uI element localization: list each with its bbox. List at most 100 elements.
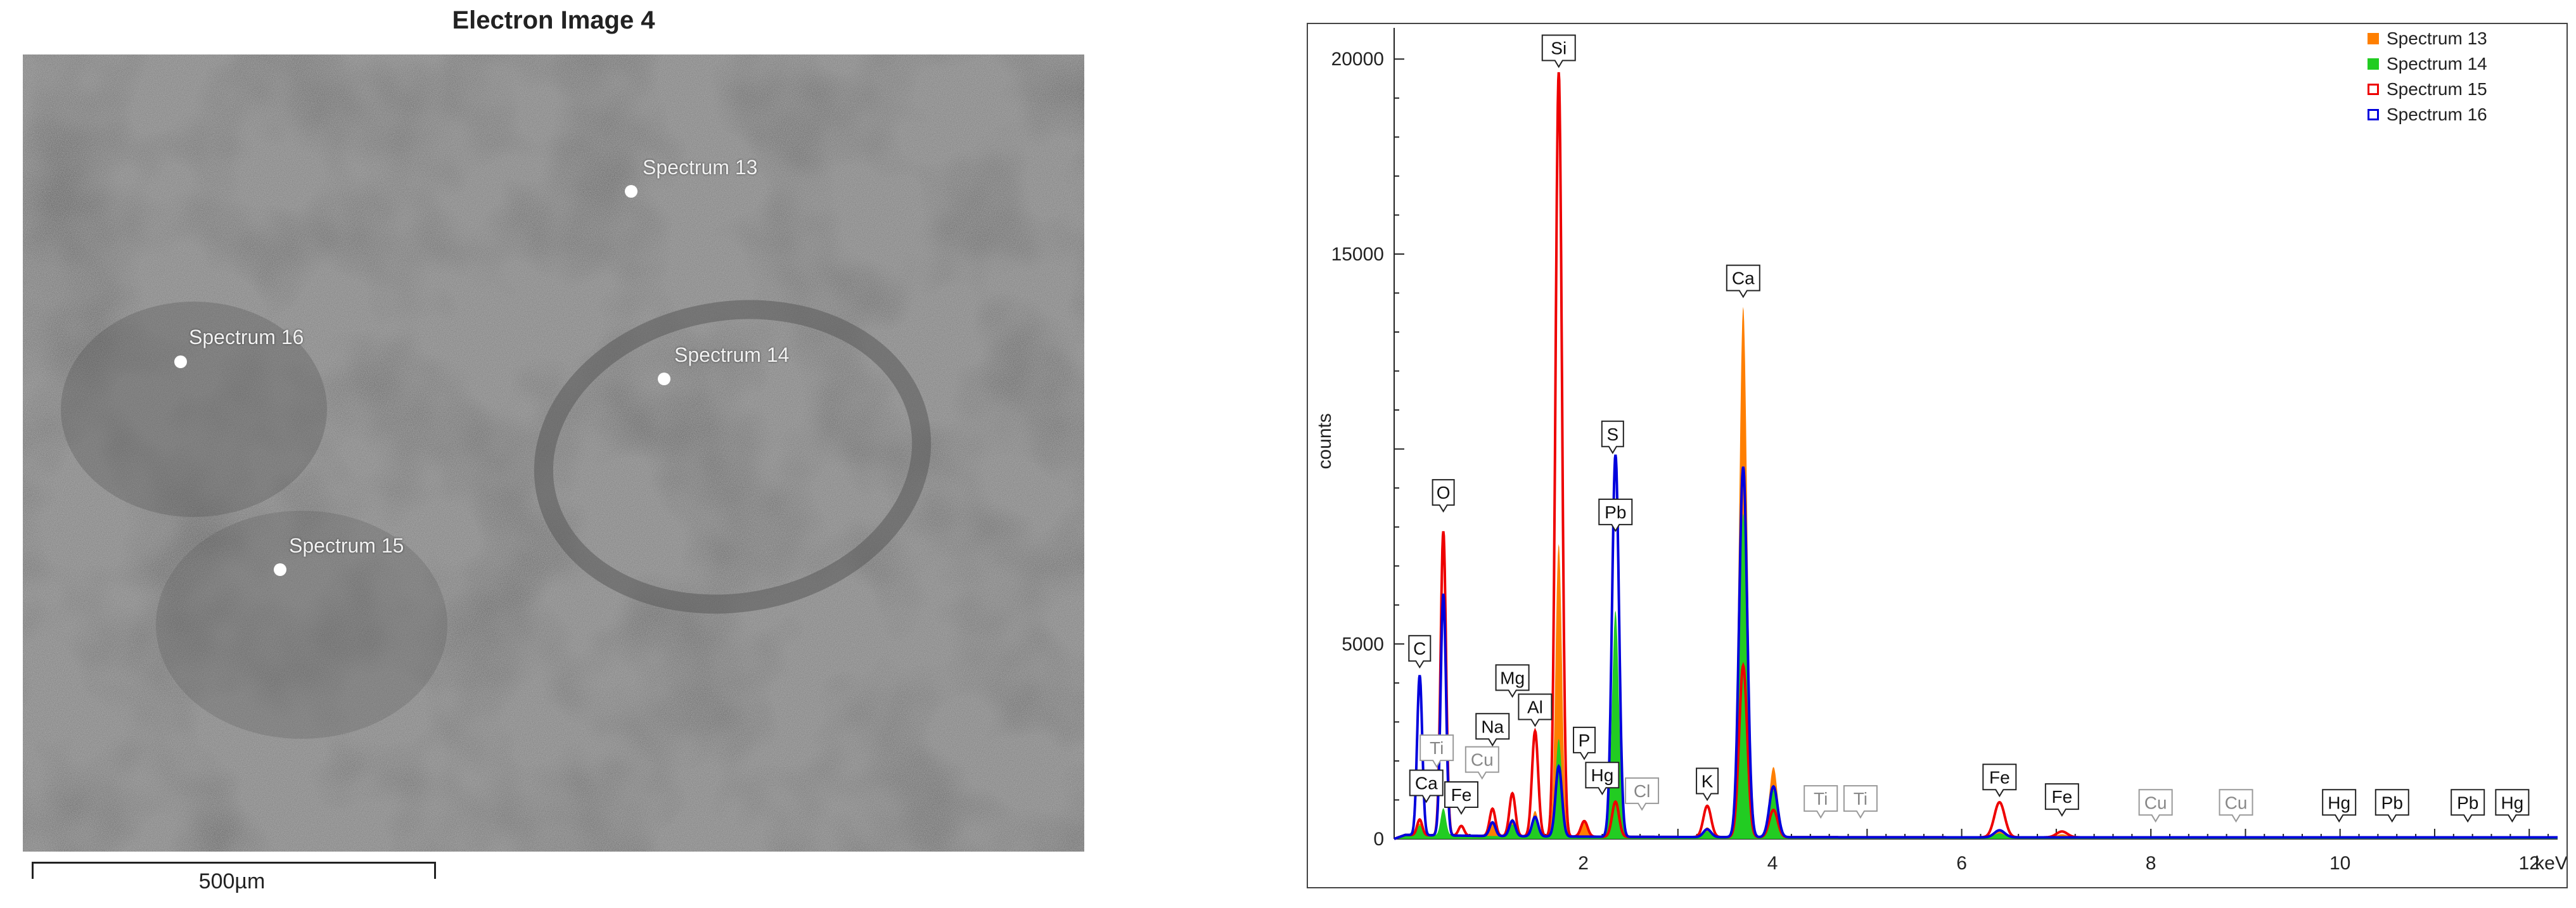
- peak-label-fe: Fe: [2044, 783, 2079, 817]
- peak-label-box: [1982, 764, 2017, 798]
- peak-label-text: Fe: [1451, 785, 1472, 805]
- peak-label-si: Si: [1541, 34, 1576, 68]
- peak-label-s: S: [1601, 420, 1624, 454]
- peak-label-hg: Hg: [1585, 762, 1620, 796]
- peak-label-text: Ti: [1430, 738, 1444, 758]
- peak-label-box: [1573, 726, 1596, 760]
- x-tick-label: 4: [1767, 853, 1778, 874]
- spectrum-spot-marker[interactable]: [274, 563, 286, 576]
- x-tick-label: 2: [1578, 853, 1589, 874]
- peak-label-k: K: [1696, 767, 1719, 802]
- legend-entry: Spectrum 15: [2368, 79, 2487, 99]
- spectrum-spot-label: Spectrum 13: [643, 156, 758, 179]
- peak-label-text: Hg: [2501, 793, 2523, 812]
- spectrum-spot-label: Spectrum 16: [189, 326, 304, 348]
- peak-label-al: Al: [1518, 693, 1553, 727]
- peak-label-box: [1726, 264, 1760, 298]
- peak-label-box: [2374, 789, 2409, 823]
- legend-label: Spectrum 13: [2387, 29, 2487, 48]
- peak-label-cu: Cu: [2138, 789, 2173, 823]
- series-area-spectrum-13: [1394, 307, 2558, 839]
- peak-label-text: Hg: [1591, 765, 1613, 785]
- peak-label-box: [2322, 789, 2357, 823]
- peak-label-box: [1625, 777, 1660, 811]
- spectrum-chart: 0 5000 15000 20000 2 4 6 8 10 12 keV counts C Ca Ti O Fe…: [1307, 23, 2568, 888]
- peak-label-pb: Pb: [1598, 498, 1633, 532]
- y-tick-label: 15000: [1331, 244, 1384, 265]
- legend-label: Spectrum 16: [2387, 105, 2487, 124]
- peak-label-box: [1601, 420, 1624, 454]
- peak-label-box: [1464, 746, 1499, 780]
- peak-label-text: Pb: [2381, 793, 2403, 812]
- x-tick-label: 12: [2519, 853, 2540, 874]
- peak-label-text: K: [1701, 771, 1714, 791]
- spectrum-spot-label: Spectrum 15: [289, 534, 404, 557]
- x-tick-label: 8: [2146, 853, 2156, 874]
- spectrum-spot-marker[interactable]: [174, 355, 187, 368]
- spectrum-spot-label: Spectrum 14: [674, 343, 790, 366]
- legend-entry: Spectrum 14: [2368, 54, 2487, 74]
- micrograph-texture: [23, 54, 1084, 852]
- peak-label-text: P: [1579, 731, 1591, 750]
- peak-label-box: [1444, 781, 1478, 815]
- peak-label-box: [1696, 767, 1719, 802]
- peak-label-text: Mg: [1500, 668, 1525, 687]
- peak-label-box: [2451, 789, 2485, 823]
- scale-bar: [32, 862, 436, 879]
- peak-label-box: [2044, 783, 2079, 817]
- scale-bar-label: 500µm: [198, 869, 266, 893]
- peak-label-ti: Ti: [1804, 785, 1838, 819]
- peak-label-cl: Cl: [1625, 777, 1660, 811]
- peak-label-text: Ti: [1854, 789, 1868, 809]
- peak-label-box: [1495, 664, 1530, 698]
- x-tick-label: 10: [2329, 853, 2350, 874]
- peak-label-box: [1585, 762, 1620, 796]
- peak-label-pb: Pb: [2374, 789, 2409, 823]
- peak-label-hg: Hg: [2322, 789, 2357, 823]
- peak-label-text: Pb: [1605, 502, 1626, 522]
- electron-micrograph: Spectrum 13 Spectrum 14 Spectrum 15 Spectru…: [23, 54, 1084, 852]
- peak-label-text: C: [1413, 639, 1426, 658]
- peak-label-text: Fe: [2051, 787, 2072, 807]
- peak-label-box: [1598, 498, 1633, 532]
- peak-label-mg: Mg: [1495, 664, 1530, 698]
- spectrum-spot-marker[interactable]: [625, 185, 638, 198]
- peak-label-text: Ca: [1415, 774, 1438, 793]
- peak-label-box: [2495, 789, 2530, 823]
- legend-entry: Spectrum 13: [2368, 29, 2487, 48]
- peak-label-fe: Fe: [1982, 764, 2017, 798]
- peak-label-text: Cu: [2144, 793, 2167, 812]
- spectrum-spot-marker[interactable]: [658, 373, 670, 385]
- peak-label-fe: Fe: [1444, 781, 1478, 815]
- peak-label-text: O: [1437, 483, 1451, 502]
- peak-label-box: [1419, 734, 1454, 769]
- electron-image-title: Electron Image 4: [452, 6, 655, 34]
- peak-label-hg: Hg: [2495, 789, 2530, 823]
- peak-label-ca: Ca: [1726, 264, 1760, 298]
- y-axis-label: counts: [1314, 413, 1335, 469]
- x-axis-label: keV: [2535, 853, 2566, 874]
- peak-label-p: P: [1573, 726, 1596, 760]
- y-tick-label: 0: [1373, 829, 1384, 850]
- peak-label-box: [1432, 479, 1455, 513]
- peak-label-ti: Ti: [1843, 785, 1878, 819]
- series-line-spectrum-16: [1394, 454, 2558, 840]
- peak-label-pb: Pb: [2451, 789, 2485, 823]
- series-line-spectrum-15: [1394, 72, 2558, 840]
- peak-label-text: Fe: [1989, 767, 2010, 787]
- peak-label-text: Hg: [2328, 793, 2350, 812]
- peak-label-box: [1541, 34, 1576, 68]
- peak-label-box: [1804, 785, 1838, 819]
- peak-label-cu: Cu: [1464, 746, 1499, 780]
- peak-label-text: S: [1606, 425, 1618, 444]
- peak-label-box: [1843, 785, 1878, 819]
- peak-label-na: Na: [1475, 713, 1510, 747]
- legend-swatch: [2368, 84, 2379, 95]
- peak-label-ti: Ti: [1419, 734, 1454, 769]
- peak-label-text: Na: [1481, 717, 1504, 736]
- legend-swatch: [2368, 33, 2379, 44]
- peak-label-box: [2138, 789, 2173, 823]
- x-tick-label: 6: [1956, 853, 1967, 874]
- peak-label-box: [1409, 769, 1444, 803]
